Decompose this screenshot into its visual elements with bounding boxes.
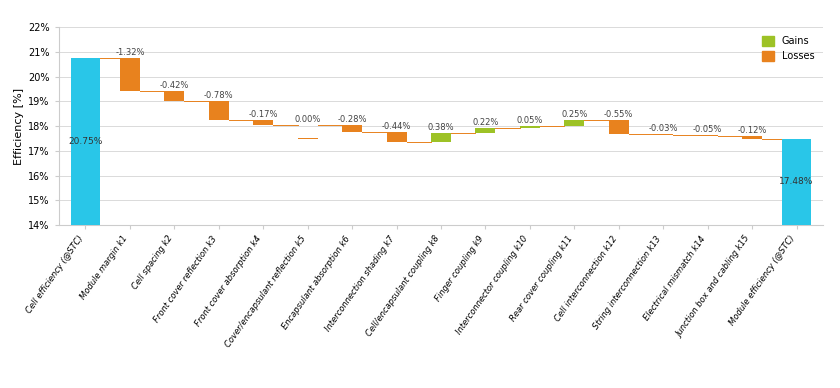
Bar	[654, 134, 673, 135]
Text: -0.28%: -0.28%	[338, 114, 367, 124]
Bar	[520, 126, 540, 128]
Text: -0.42%: -0.42%	[160, 81, 189, 90]
Bar	[386, 132, 407, 142]
Text: -0.55%: -0.55%	[604, 110, 633, 119]
Text: -0.12%: -0.12%	[738, 126, 767, 135]
Bar	[71, 58, 100, 225]
Text: -1.32%: -1.32%	[115, 48, 144, 57]
Legend: Gains, Losses: Gains, Losses	[759, 32, 818, 65]
Text: 20.75%: 20.75%	[68, 137, 102, 146]
Text: -0.17%: -0.17%	[249, 111, 278, 120]
Y-axis label: Efficiency [%]: Efficiency [%]	[14, 88, 24, 165]
Text: 0.00%: 0.00%	[295, 114, 321, 124]
Bar	[475, 128, 496, 133]
Bar	[342, 125, 362, 132]
Bar	[698, 135, 717, 136]
Bar	[253, 120, 273, 125]
Text: -0.78%: -0.78%	[204, 91, 234, 100]
Text: 0.38%: 0.38%	[428, 123, 454, 132]
Text: -0.03%: -0.03%	[648, 124, 678, 133]
Text: 17.48%: 17.48%	[780, 177, 814, 186]
Bar	[165, 91, 184, 101]
Bar	[564, 120, 585, 126]
Bar	[209, 101, 228, 120]
Bar	[120, 58, 140, 91]
Bar	[782, 139, 811, 225]
Text: -0.44%: -0.44%	[382, 121, 412, 130]
Bar	[431, 133, 451, 142]
Bar	[609, 120, 629, 134]
Bar	[742, 136, 762, 139]
Text: -0.05%: -0.05%	[693, 125, 722, 133]
Text: 0.22%: 0.22%	[472, 118, 499, 126]
Text: 0.05%: 0.05%	[517, 116, 543, 125]
Text: 0.25%: 0.25%	[561, 110, 587, 119]
